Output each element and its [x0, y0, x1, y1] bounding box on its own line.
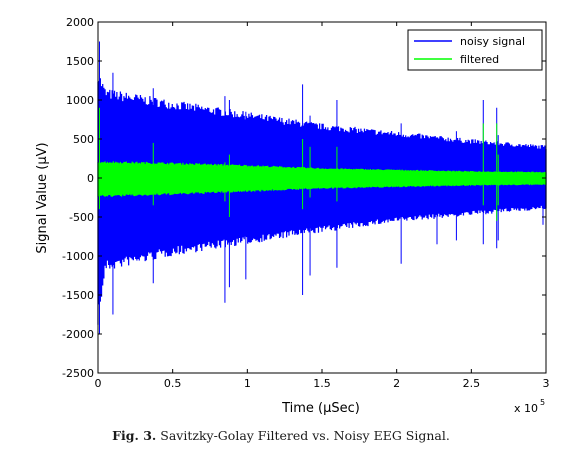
y-tick-label: 1000: [66, 94, 94, 107]
x-axis-multiplier: x 10: [514, 402, 538, 415]
x-tick-label: 0.5: [164, 377, 182, 390]
legend-box: [407, 29, 543, 71]
legend-label: noisy signal: [460, 35, 525, 48]
x-tick-label: 0: [95, 377, 102, 390]
y-tick-label: -1000: [62, 250, 94, 263]
legend-label: filtered: [460, 53, 499, 66]
y-tick-label: 2000: [66, 16, 94, 29]
x-tick-label: 3: [543, 377, 550, 390]
x-tick-label: 2: [393, 377, 400, 390]
y-tick-label: -1500: [62, 289, 94, 302]
x-tick-label: 2.5: [463, 377, 481, 390]
x-tick-label: 1.5: [313, 377, 331, 390]
y-tick-label: -2500: [62, 367, 94, 380]
axes: 2000 1500 1000 500 0 -500 -1000 -1500 -2000 -2500…: [62, 16, 549, 390]
plot-area: [97, 22, 547, 373]
y-tick-label: -500: [69, 211, 94, 224]
legend: noisy signal filtered: [407, 29, 543, 71]
caption-label: Fig. 3.: [112, 428, 157, 443]
y-tick-label: -2000: [62, 328, 94, 341]
y-tick-label: 500: [73, 133, 94, 146]
y-axis-label: Signal Value (μV): [35, 142, 50, 253]
y-tick-label: 1500: [66, 55, 94, 68]
x-axis-label: Time (μSec): [281, 401, 360, 416]
series-filtered: [97, 107, 547, 221]
figure-caption: Fig. 3. Savitzky-Golay Filtered vs. Nois…: [0, 428, 562, 443]
x-tick-label: 1: [244, 377, 251, 390]
x-axis-multiplier-exponent: 5: [540, 398, 545, 407]
y-tick-label: 0: [87, 172, 94, 185]
caption-text: Savitzky-Golay Filtered vs. Noisy EEG Si…: [160, 428, 450, 443]
